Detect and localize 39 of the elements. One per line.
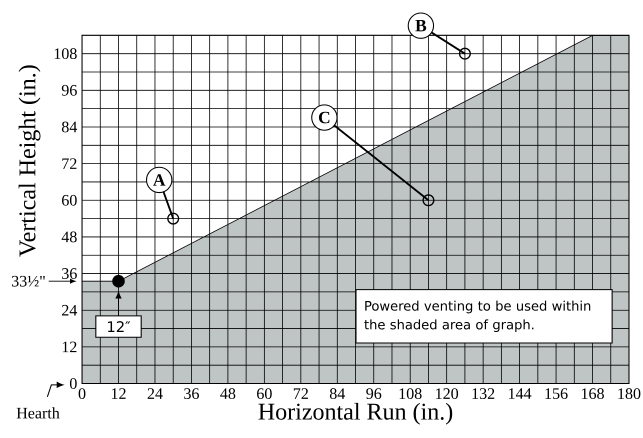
x-tick-label: 72 xyxy=(294,388,308,399)
y-axis-title: Vertical Height (in.) xyxy=(18,65,40,257)
point xyxy=(167,212,180,224)
y-tick-label: 108 xyxy=(54,48,77,59)
annotation: 12″ xyxy=(108,321,130,332)
point xyxy=(112,274,125,288)
x-tick-label: 12 xyxy=(112,388,126,399)
x-tick-label: 36 xyxy=(184,388,199,399)
x-tick-label: 60 xyxy=(257,388,272,399)
x-tick-label: 144 xyxy=(509,388,532,399)
annotation: Powered venting to be used within the shaded area of graph. xyxy=(364,300,590,332)
annotation: Hearth xyxy=(16,407,60,418)
y-tick-label: 36 xyxy=(62,268,77,279)
x-tick-label: 120 xyxy=(436,388,458,399)
x-axis-title: Horizontal Run (in.) xyxy=(258,402,452,425)
x-tick-label: 168 xyxy=(582,388,604,399)
y-tick-label: 48 xyxy=(62,231,77,242)
y-tick-label: 60 xyxy=(62,194,77,206)
x-tick-label: 156 xyxy=(545,388,568,399)
x-tick-label: 24 xyxy=(148,388,163,399)
y-tick-label: 96 xyxy=(62,84,77,96)
y-tick-label: 24 xyxy=(62,304,78,316)
annotation: A xyxy=(153,174,166,186)
y-tick-label: 12 xyxy=(62,341,76,352)
y-tick-label: 72 xyxy=(62,158,76,169)
y-tick-label: 0 xyxy=(70,378,77,389)
annotation: 33½" xyxy=(12,276,45,286)
annotation: C xyxy=(318,112,330,124)
point xyxy=(458,48,471,60)
point xyxy=(422,194,434,206)
x-tick-label: 108 xyxy=(400,388,422,399)
x-tick-label: 132 xyxy=(472,388,494,399)
x-tick-label: 96 xyxy=(366,388,382,399)
x-tick-label: 180 xyxy=(618,388,640,399)
y-tick-label: 84 xyxy=(62,121,78,132)
annotation: B xyxy=(415,20,426,32)
x-tick-label: 84 xyxy=(330,388,346,399)
x-tick-label: 0 xyxy=(78,388,86,399)
x-tick-label: 48 xyxy=(220,388,236,399)
